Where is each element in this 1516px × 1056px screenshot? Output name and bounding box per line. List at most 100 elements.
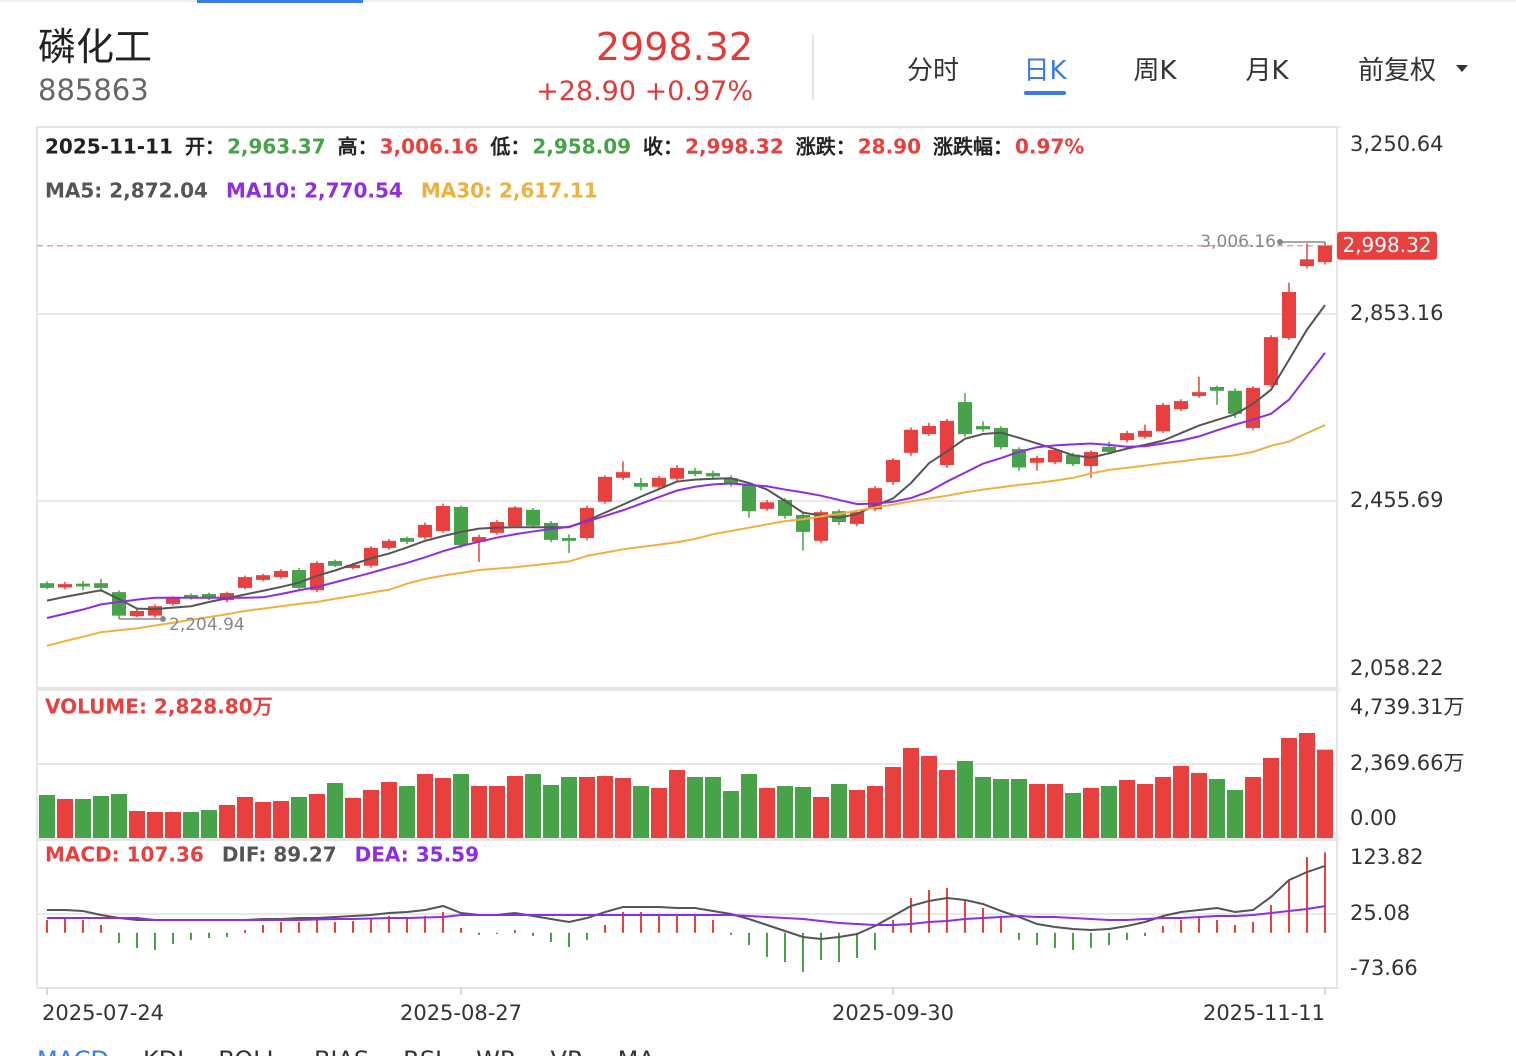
indicator-tab[interactable]: KDJ bbox=[143, 1046, 184, 1056]
indicator-tab[interactable]: MA bbox=[618, 1046, 656, 1056]
candle-body bbox=[1318, 245, 1332, 263]
candle-body bbox=[148, 606, 162, 616]
candle-body bbox=[382, 540, 396, 548]
candle-body bbox=[688, 470, 702, 475]
volume-bar bbox=[957, 760, 973, 838]
volume-bar bbox=[741, 774, 757, 838]
volume-bar bbox=[327, 783, 343, 838]
indicator-tab[interactable]: RSI bbox=[403, 1046, 442, 1056]
volume-bar bbox=[1137, 784, 1153, 838]
volume-bar bbox=[849, 790, 865, 838]
candle-body bbox=[922, 426, 936, 435]
candle-body bbox=[220, 593, 234, 601]
candle-body bbox=[472, 537, 486, 542]
candle-body bbox=[778, 499, 792, 516]
y-tick-label: 3,250.64 bbox=[1350, 132, 1444, 156]
volume-bar bbox=[939, 770, 955, 838]
volume-bar bbox=[183, 811, 199, 838]
candle-body bbox=[1102, 446, 1116, 452]
y-tick-label: 2,058.22 bbox=[1350, 656, 1444, 680]
candle-body bbox=[1084, 451, 1098, 467]
volume-bar bbox=[489, 786, 505, 838]
legend-text: MACD: 107.36 bbox=[45, 843, 204, 867]
volume-bar bbox=[471, 786, 487, 838]
period-tab[interactable]: 分时 bbox=[907, 56, 959, 86]
volume-bar bbox=[453, 774, 469, 838]
candle-body bbox=[94, 583, 108, 588]
dropdown-arrow bbox=[1456, 65, 1468, 72]
ma-line bbox=[46, 304, 1326, 611]
y-tick-label: 4,739.31万 bbox=[1350, 695, 1465, 719]
candle-body bbox=[724, 478, 738, 484]
low-marker-label: 2,204.94 bbox=[169, 615, 245, 635]
volume-bar bbox=[903, 748, 919, 838]
volume-bar bbox=[1047, 784, 1063, 838]
candle-body bbox=[652, 477, 666, 487]
volume-bar bbox=[993, 779, 1009, 838]
volume-bar bbox=[633, 786, 649, 838]
candle-body bbox=[1228, 390, 1242, 414]
indicator-tab[interactable]: BIAS bbox=[314, 1046, 369, 1056]
period-tab[interactable]: 日K bbox=[1023, 56, 1067, 86]
legend-text: MA10: 2,770.54 bbox=[226, 179, 403, 203]
volume-bar bbox=[1317, 749, 1333, 838]
volume-bar bbox=[777, 786, 793, 838]
active-top-tab bbox=[197, 0, 363, 3]
x-tick-label: 2025-08-27 bbox=[400, 1001, 522, 1025]
top-border bbox=[0, 0, 1516, 2]
candle-body bbox=[328, 561, 342, 566]
volume-bar bbox=[1227, 790, 1243, 838]
volume-bar bbox=[525, 774, 541, 838]
legend-text: 低： bbox=[489, 135, 530, 159]
volume-bar bbox=[39, 794, 55, 838]
legend-text: DIF: 89.27 bbox=[222, 843, 337, 867]
candle-body bbox=[1192, 392, 1206, 396]
candle-body bbox=[166, 597, 180, 604]
legend-text: 2,963.37 bbox=[227, 135, 326, 159]
candle-body bbox=[544, 522, 558, 540]
period-tab[interactable]: 月K bbox=[1245, 56, 1289, 86]
period-tab[interactable]: 周K bbox=[1133, 56, 1177, 86]
price-change: +28.90 +0.97% bbox=[536, 76, 753, 107]
volume-bar bbox=[219, 804, 235, 838]
candle-body bbox=[1048, 450, 1062, 463]
volume-bar bbox=[363, 790, 379, 838]
volume-bar bbox=[831, 784, 847, 838]
volume-bar bbox=[867, 786, 883, 838]
volume-bar bbox=[273, 800, 289, 838]
period-tab[interactable]: 前复权 bbox=[1358, 56, 1436, 86]
y-tick-label: 0.00 bbox=[1350, 806, 1397, 830]
volume-bar bbox=[687, 777, 703, 838]
volume-bar bbox=[669, 770, 685, 838]
indicator-tab[interactable]: VR bbox=[551, 1046, 584, 1056]
indicator-tab[interactable]: BOLL bbox=[218, 1046, 280, 1056]
candle-body bbox=[508, 507, 522, 527]
candle-body bbox=[706, 473, 720, 477]
volume-bar bbox=[111, 793, 127, 838]
legend-text: 2,998.32 bbox=[685, 135, 784, 159]
candle-body bbox=[1282, 291, 1296, 339]
y-tick-label: 123.82 bbox=[1350, 845, 1423, 869]
legend-text: 开： bbox=[185, 135, 225, 159]
active-tab-underline bbox=[1024, 91, 1066, 95]
legend-text: 高： bbox=[338, 135, 378, 159]
indicator-tab[interactable]: MACD bbox=[37, 1046, 109, 1056]
indicator-tab[interactable]: WR bbox=[476, 1046, 516, 1056]
legend-text: VOLUME: 2,828.80万 bbox=[45, 695, 273, 719]
candle-body bbox=[634, 482, 648, 487]
candle-body bbox=[742, 484, 756, 512]
volume-bar bbox=[345, 797, 361, 838]
x-tick-label: 2025-07-24 bbox=[42, 1001, 164, 1025]
candle-body bbox=[1246, 387, 1260, 428]
candle-body bbox=[418, 524, 432, 538]
volume-bar bbox=[921, 755, 937, 838]
candle-body bbox=[976, 426, 990, 430]
y-tick-label: -73.66 bbox=[1350, 956, 1418, 980]
volume-bar bbox=[579, 777, 595, 838]
volume-bar bbox=[381, 782, 397, 838]
volume-bar bbox=[885, 767, 901, 838]
volume-bar bbox=[813, 796, 829, 838]
volume-bar bbox=[705, 777, 721, 838]
candle-body bbox=[274, 570, 288, 578]
